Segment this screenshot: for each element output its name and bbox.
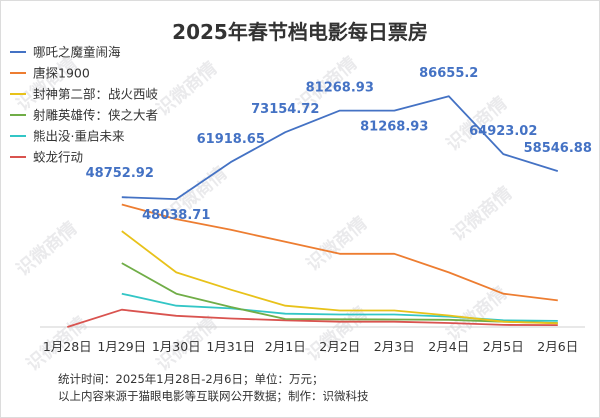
x-tick-label: 2月2日	[319, 339, 360, 354]
data-label: 61918.65	[197, 132, 265, 147]
x-tick-label: 2月1日	[265, 339, 306, 354]
series-line-1	[121, 203, 558, 302]
series-line-5	[67, 308, 558, 328]
x-tick-label: 2月4日	[428, 339, 469, 354]
data-label: 81268.93	[360, 120, 428, 135]
chart-notes: 统计时间：2025年1月28日-2月6日；单位：万元； 以上内容来源于猫眼电影等…	[58, 371, 369, 405]
data-label: 73154.72	[251, 102, 319, 117]
data-label: 48752.92	[86, 166, 154, 181]
legend-label: 唐探1900	[33, 66, 90, 81]
notes-line-2: 以上内容来源于猫眼电影等互联网公开数据；制作：识微科技	[58, 389, 369, 403]
legend-label: 熊出没·重启未来	[33, 129, 125, 144]
x-tick-label: 2月6日	[537, 339, 578, 354]
legend-label: 射雕英雄传：侠之大者	[33, 108, 158, 123]
data-label: 81268.93	[306, 81, 374, 96]
x-tick-label: 1月29日	[97, 339, 146, 354]
series-line-3	[121, 262, 558, 324]
x-tick-label: 1月31日	[206, 339, 255, 354]
data-label: 48038.71	[142, 208, 210, 223]
legend-label: 蛟龙行动	[33, 150, 83, 165]
data-label: 58546.88	[524, 141, 592, 156]
legend-label: 哪吒之魔童闹海	[33, 45, 121, 60]
data-label: 86655.2	[419, 66, 478, 81]
notes-line-1: 统计时间：2025年1月28日-2月6日；单位：万元；	[58, 372, 324, 386]
x-tick-label: 2月5日	[483, 339, 524, 354]
x-tick-label: 2月3日	[374, 339, 415, 354]
legend-label: 封神第二部：战火西岐	[33, 87, 159, 102]
x-tick-label: 1月28日	[43, 339, 92, 354]
series-line-2	[121, 230, 558, 325]
x-tick-label: 1月30日	[152, 339, 201, 354]
series-line-0	[121, 95, 559, 200]
chart-title: 2025年春节档电影每日票房	[172, 20, 428, 44]
data-label: 64923.02	[469, 124, 537, 139]
